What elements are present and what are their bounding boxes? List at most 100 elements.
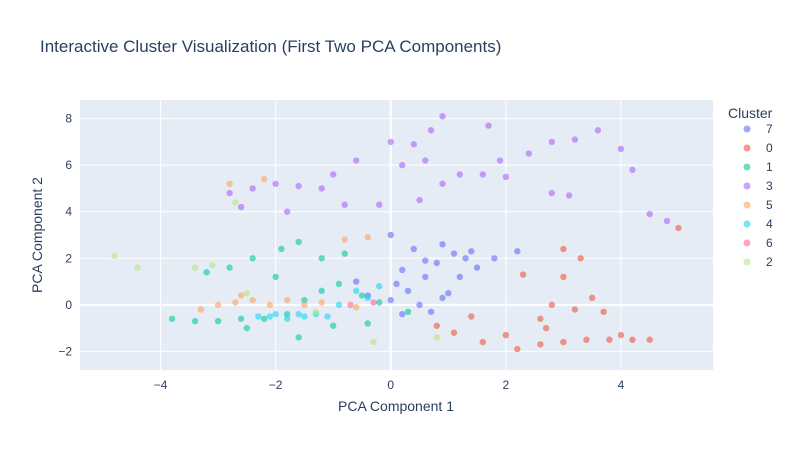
data-point[interactable] bbox=[519, 271, 527, 278]
data-point[interactable] bbox=[335, 301, 343, 309]
data-point[interactable] bbox=[439, 113, 446, 120]
data-point[interactable] bbox=[496, 157, 504, 164]
data-point[interactable] bbox=[588, 294, 596, 302]
data-point[interactable] bbox=[473, 264, 481, 271]
data-point[interactable] bbox=[583, 336, 590, 343]
data-point[interactable] bbox=[537, 315, 544, 322]
data-point[interactable] bbox=[266, 313, 274, 320]
data-point[interactable] bbox=[422, 257, 429, 264]
data-point[interactable] bbox=[427, 308, 435, 316]
data-point[interactable] bbox=[387, 231, 394, 239]
legend-items[interactable]: 7 0 1 3 5 4 6 2 bbox=[743, 122, 774, 269]
data-point[interactable] bbox=[134, 264, 141, 271]
data-point[interactable] bbox=[600, 308, 607, 316]
data-point[interactable] bbox=[445, 289, 452, 297]
data-point[interactable] bbox=[312, 308, 320, 316]
data-point[interactable] bbox=[209, 262, 216, 269]
legend-item-1[interactable]: 1 bbox=[743, 160, 774, 174]
data-point[interactable] bbox=[330, 171, 337, 178]
data-point[interactable] bbox=[629, 166, 636, 174]
data-point[interactable] bbox=[353, 278, 360, 285]
data-point[interactable] bbox=[295, 310, 302, 318]
data-point[interactable] bbox=[560, 338, 567, 346]
data-point[interactable] bbox=[560, 245, 567, 253]
data-point[interactable] bbox=[594, 127, 602, 134]
legend-item-6[interactable]: 6 bbox=[743, 236, 774, 250]
data-point[interactable] bbox=[272, 273, 279, 281]
data-point[interactable] bbox=[283, 310, 291, 318]
data-point[interactable] bbox=[663, 217, 671, 225]
data-point[interactable] bbox=[341, 250, 348, 257]
data-point[interactable] bbox=[301, 301, 308, 309]
data-point[interactable] bbox=[439, 241, 446, 248]
data-point[interactable] bbox=[341, 236, 348, 243]
data-point[interactable] bbox=[433, 334, 440, 341]
data-point[interactable] bbox=[560, 273, 567, 281]
data-point[interactable] bbox=[353, 303, 360, 311]
data-point[interactable] bbox=[525, 150, 533, 157]
data-point[interactable] bbox=[646, 336, 653, 343]
data-point[interactable] bbox=[427, 127, 435, 134]
data-point[interactable] bbox=[410, 245, 417, 253]
data-point[interactable] bbox=[364, 294, 371, 302]
legend-item-3[interactable]: 3 bbox=[743, 179, 774, 193]
data-point[interactable] bbox=[422, 157, 429, 164]
data-point[interactable] bbox=[450, 250, 458, 257]
data-point[interactable] bbox=[450, 329, 458, 336]
data-point[interactable] bbox=[606, 336, 613, 343]
data-point[interactable] bbox=[404, 308, 412, 316]
data-point[interactable] bbox=[376, 201, 383, 208]
data-point[interactable] bbox=[370, 338, 377, 346]
legend-item-0[interactable]: 0 bbox=[743, 141, 774, 155]
data-point[interactable] bbox=[491, 255, 498, 262]
data-point[interactable] bbox=[255, 313, 262, 320]
data-point[interactable] bbox=[260, 315, 268, 322]
data-point[interactable] bbox=[295, 238, 302, 246]
data-point[interactable] bbox=[548, 138, 556, 146]
data-point[interactable] bbox=[191, 317, 199, 325]
data-point[interactable] bbox=[404, 287, 412, 295]
data-point[interactable] bbox=[433, 259, 440, 267]
data-point[interactable] bbox=[330, 322, 337, 329]
data-point[interactable] bbox=[249, 255, 256, 262]
data-point[interactable] bbox=[214, 317, 222, 325]
data-point[interactable] bbox=[278, 245, 285, 253]
data-point[interactable] bbox=[456, 171, 463, 178]
data-point[interactable] bbox=[214, 301, 222, 309]
data-point[interactable] bbox=[341, 201, 348, 208]
data-point[interactable] bbox=[318, 299, 325, 306]
data-point[interactable] bbox=[393, 280, 400, 288]
data-point[interactable] bbox=[111, 252, 118, 260]
data-point[interactable] bbox=[266, 301, 274, 309]
data-point[interactable] bbox=[387, 296, 394, 304]
data-point[interactable] bbox=[358, 292, 366, 299]
data-point[interactable] bbox=[318, 185, 325, 192]
data-point[interactable] bbox=[468, 248, 475, 255]
data-point[interactable] bbox=[399, 266, 406, 274]
data-point[interactable] bbox=[514, 248, 521, 255]
data-point[interactable] bbox=[376, 299, 383, 306]
data-point[interactable] bbox=[548, 301, 556, 309]
data-point[interactable] bbox=[439, 294, 446, 302]
data-point[interactable] bbox=[249, 185, 256, 192]
data-point[interactable] bbox=[347, 301, 354, 309]
data-point[interactable] bbox=[548, 189, 556, 197]
data-point[interactable] bbox=[565, 192, 573, 199]
data-point[interactable] bbox=[226, 180, 233, 187]
data-point[interactable] bbox=[617, 331, 625, 339]
legend-item-7[interactable]: 7 bbox=[743, 122, 774, 136]
data-point[interactable] bbox=[364, 234, 371, 241]
data-point[interactable] bbox=[260, 175, 268, 183]
data-point[interactable] bbox=[335, 280, 343, 288]
data-point[interactable] bbox=[422, 273, 429, 281]
data-point[interactable] bbox=[410, 141, 417, 148]
data-point[interactable] bbox=[237, 292, 245, 299]
data-point[interactable] bbox=[675, 224, 682, 232]
data-point[interactable] bbox=[243, 289, 251, 297]
data-point[interactable] bbox=[272, 310, 279, 318]
data-point[interactable] bbox=[191, 264, 199, 271]
data-point[interactable] bbox=[353, 157, 360, 164]
data-point[interactable] bbox=[237, 203, 245, 211]
data-point[interactable] bbox=[468, 313, 475, 320]
data-point[interactable] bbox=[502, 173, 510, 181]
